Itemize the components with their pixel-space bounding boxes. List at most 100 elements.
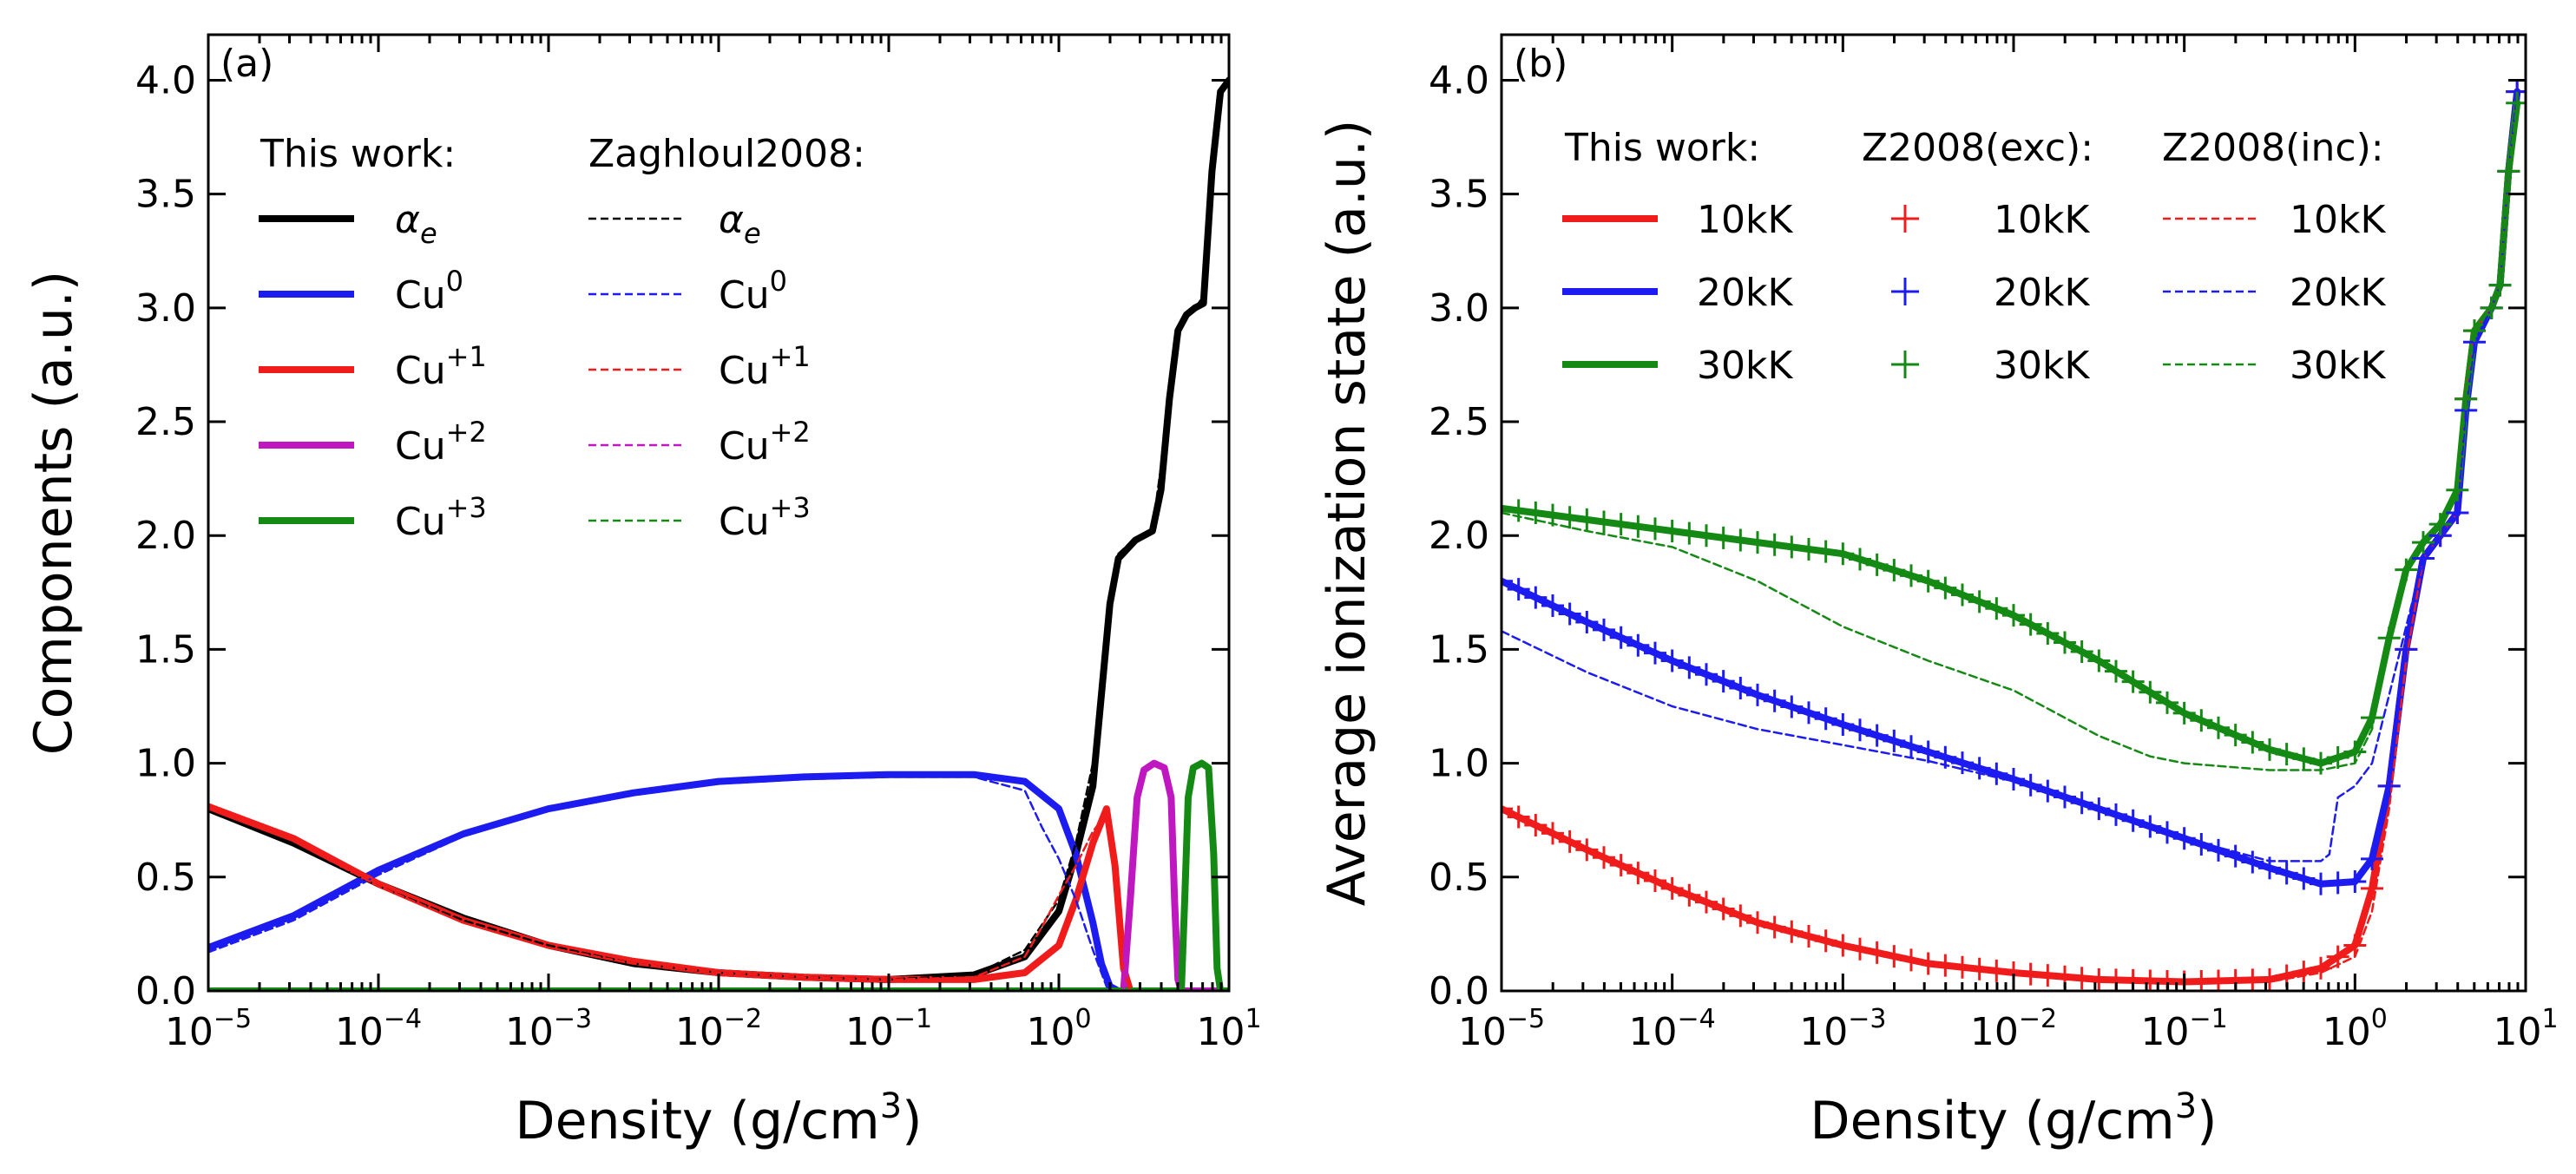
x-tick-label: 10−5 (1458, 1004, 1545, 1054)
data-layer (1502, 80, 2526, 991)
plus-marker (2190, 833, 2213, 856)
x-tick-base: 10 (845, 1010, 894, 1054)
y-tick-value: 0.5 (135, 856, 196, 900)
plus-marker (1849, 718, 1871, 742)
plus-marker (1524, 586, 1548, 609)
x-tick-base: 10 (1799, 1010, 1848, 1054)
x-tick-base: 10 (675, 1010, 724, 1054)
y-tick-label: 0.0 (1429, 969, 1489, 1013)
legend-label: 20kK (2290, 271, 2386, 315)
plus-marker (2377, 626, 2401, 650)
x-tick-label: 10−1 (845, 1004, 932, 1054)
x-tick-base: 10 (505, 1010, 554, 1054)
legend-label-thiswork: Cu0 (395, 265, 463, 318)
plus-marker (1916, 569, 1940, 593)
legend-label-thiswork: Cu+2 (395, 416, 487, 469)
legend-label: 10kK (1994, 198, 2090, 242)
y-tick-label: 2.0 (135, 514, 196, 558)
y-tick-label: 1.5 (135, 627, 196, 672)
legend-label-zaghloul: Cu+2 (719, 416, 811, 469)
plus-marker (1507, 578, 1530, 601)
series-cu-1-zaghloul2008- (208, 807, 1229, 991)
y-tick-value: 2.0 (1429, 514, 1489, 558)
plus-marker (1814, 929, 1837, 953)
plus-marker (2121, 809, 2145, 832)
legend-header: Zaghloul2008: (588, 132, 865, 176)
x-tick-exponent: 0 (2371, 1004, 2388, 1034)
legend-label-text: 30kK (2290, 344, 2386, 388)
legend-plus-marker (1891, 351, 1919, 378)
plus-marker (2428, 513, 2452, 536)
x-tick-exponent: −4 (384, 1004, 422, 1034)
plus-marker (2446, 478, 2469, 502)
plus-marker (1951, 955, 1974, 979)
plus-marker (1934, 954, 1957, 977)
plus-marker (2036, 964, 2060, 987)
x-tick-label: 100 (2323, 1004, 2388, 1054)
plus-marker (1934, 745, 1957, 769)
y-axis-label-text: Components (a.u.) (23, 271, 84, 755)
plus-marker (1900, 948, 1922, 972)
x-tick-label: 101 (2493, 1004, 2558, 1054)
y-tick-label: 2.5 (135, 400, 196, 444)
ticks (207, 35, 1231, 993)
plus-marker (2310, 751, 2332, 775)
plus-marker (1626, 515, 1650, 538)
plus-marker (2156, 821, 2178, 844)
plus-marker (1951, 751, 1974, 775)
legend-label-text: 10kK (1994, 198, 2090, 242)
legend-label-base: α (395, 198, 420, 242)
plus-marker (2224, 844, 2247, 868)
y-tick-value: 2.5 (135, 400, 196, 444)
x-tick-exponent: 0 (1074, 1004, 1091, 1034)
series-cu-3-zaghloul2008- (208, 762, 1229, 991)
plus-marker (1558, 602, 1581, 626)
x-tick-label: 10−4 (335, 1004, 422, 1054)
plus-marker (2377, 774, 2401, 797)
legend-label-sup: +3 (446, 491, 487, 524)
plus-marker (2446, 502, 2469, 524)
plus-marker (2019, 613, 2042, 636)
plus-marker (2139, 815, 2162, 838)
series-20kk-z2008-inc- (1502, 90, 2519, 862)
y-tick-label: 2.0 (1429, 514, 1489, 558)
series-cu0-this-work- (208, 771, 1229, 991)
legend-label-thiswork: Cu+1 (395, 340, 487, 393)
x-tick-label: 10−1 (2141, 1004, 2228, 1054)
y-tick-value: 4.0 (135, 58, 196, 102)
legend-label-base: Cu (395, 273, 446, 318)
plus-marker (1558, 506, 1581, 529)
plus-marker (1746, 683, 1769, 706)
x-axis-label-sup: 3 (880, 1086, 902, 1126)
legend-header-text: Zaghloul2008: (588, 132, 865, 176)
y-tick-label: 3.0 (1429, 286, 1489, 331)
plus-marker (2172, 827, 2196, 850)
plus-marker (1814, 707, 1837, 731)
plus-marker (2002, 767, 2025, 790)
plus-marker (1575, 610, 1599, 633)
x-tick-base: 10 (1026, 1010, 1074, 1054)
y-tick-value: 1.0 (135, 742, 196, 786)
legend-label-base: Cu (395, 424, 446, 469)
legend-label-zaghloul: αe (719, 198, 761, 250)
plus-marker (1593, 510, 1615, 534)
legend-label: 30kK (1697, 344, 1793, 388)
legend-header-text: This work: (260, 132, 456, 176)
y-tick-label: 3.5 (135, 173, 196, 217)
plus-marker (1968, 590, 1991, 613)
legend-label-zaghloul: Cu0 (719, 265, 787, 318)
plus-marker (1797, 537, 1820, 561)
plus-marker (2275, 862, 2298, 885)
legend-header: This work: (260, 132, 456, 176)
plus-marker (2207, 838, 2230, 862)
legend-label-sup: 0 (446, 265, 463, 298)
x-tick-label: 10−4 (1629, 1004, 1716, 1054)
panel-label-text: (a) (220, 42, 273, 86)
plus-marker (1502, 569, 1513, 593)
plus-marker (1763, 533, 1786, 556)
plus-marker (2361, 847, 2383, 870)
y-axis-label-text: Average ionization state (a.u.) (1317, 120, 1377, 907)
plus-marker (2463, 319, 2486, 343)
plus-marker (2343, 740, 2367, 764)
plus-marker (1746, 911, 1769, 935)
